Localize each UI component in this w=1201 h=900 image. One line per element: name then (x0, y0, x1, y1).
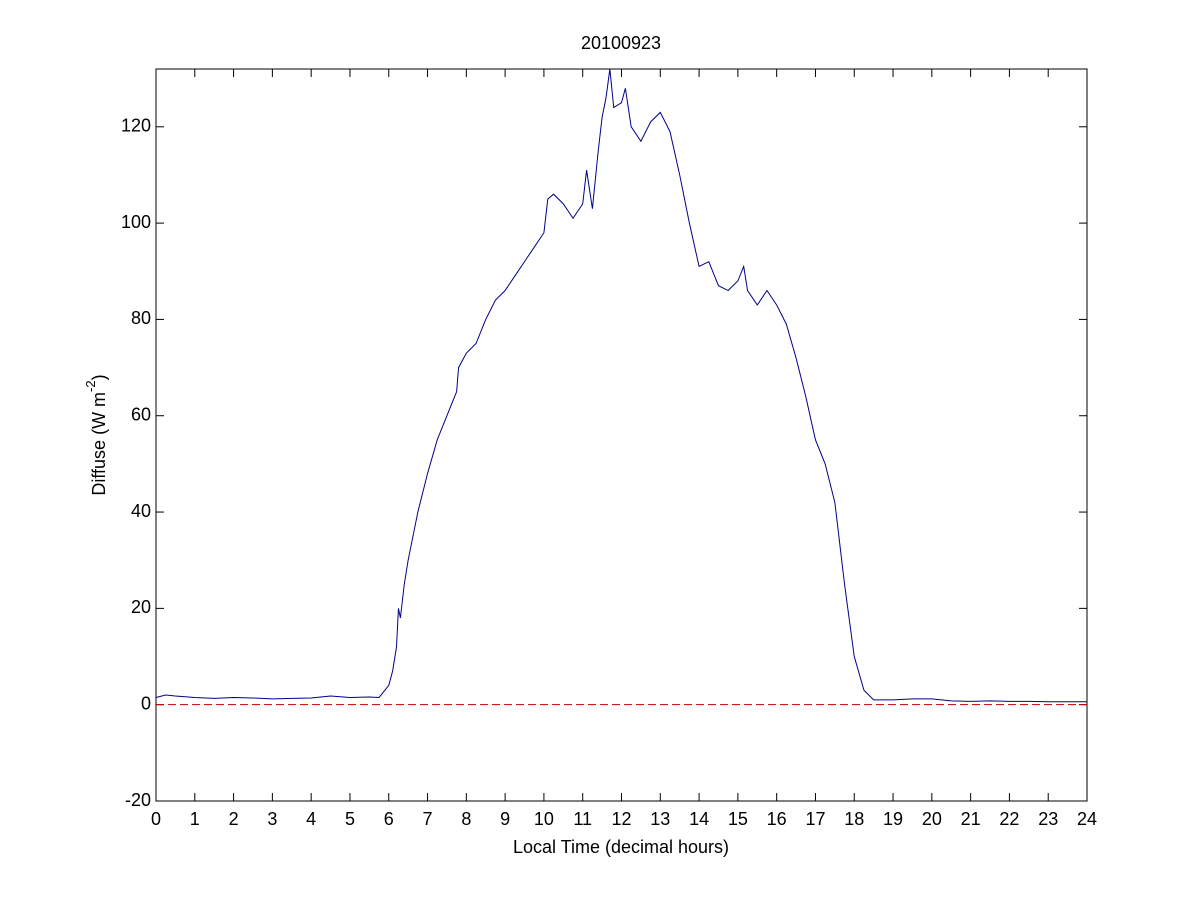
x-tick-label: 7 (423, 809, 433, 829)
y-tick-label: 80 (131, 308, 151, 328)
x-axis-label: Local Time (decimal hours) (513, 837, 729, 857)
plot-area (155, 68, 1088, 802)
x-tick-label: 22 (999, 809, 1019, 829)
x-tick-label: 15 (728, 809, 748, 829)
y-tick-label: 60 (131, 404, 151, 424)
x-tick-label: 1 (190, 809, 200, 829)
x-tick-label: 5 (345, 809, 355, 829)
data-line (155, 68, 1087, 703)
x-tick-label: 23 (1038, 809, 1058, 829)
y-tick-label: -20 (125, 790, 151, 810)
x-tick-label: 0 (151, 809, 161, 829)
x-tick-label: 10 (534, 809, 554, 829)
x-tick-label: 21 (961, 809, 981, 829)
x-tick-label: 3 (267, 809, 277, 829)
y-axis-label: Diffuse (W m-2) (83, 374, 108, 495)
x-tick-label: 13 (650, 809, 670, 829)
x-tick-label: 12 (611, 809, 631, 829)
x-tick-label: 24 (1077, 809, 1097, 829)
x-tick-label: 14 (689, 809, 709, 829)
x-tick-label: 6 (384, 809, 394, 829)
x-tick-label: 11 (573, 809, 592, 829)
y-tick-label: 0 (141, 693, 151, 713)
chart-title: 20100923 (581, 33, 661, 53)
y-tick-label: 100 (121, 212, 151, 232)
y-tick-label: 120 (121, 116, 151, 136)
x-tick-label: 19 (883, 809, 903, 829)
y-label-tail: ) (89, 374, 109, 380)
x-tick-label: 20 (922, 809, 942, 829)
x-tick-label: 17 (805, 809, 825, 829)
x-tick-label: 2 (229, 809, 239, 829)
x-tick-label: 18 (844, 809, 864, 829)
y-label-sup: -2 (83, 380, 98, 392)
x-tick-label: 4 (306, 809, 316, 829)
y-tick-label: 20 (131, 597, 151, 617)
y-tick-label: 40 (131, 501, 151, 521)
x-tick-label: 8 (461, 809, 471, 829)
x-tick-label: 16 (767, 809, 787, 829)
x-tick-label: 9 (500, 809, 510, 829)
y-label-text: Diffuse (W m (89, 392, 109, 496)
